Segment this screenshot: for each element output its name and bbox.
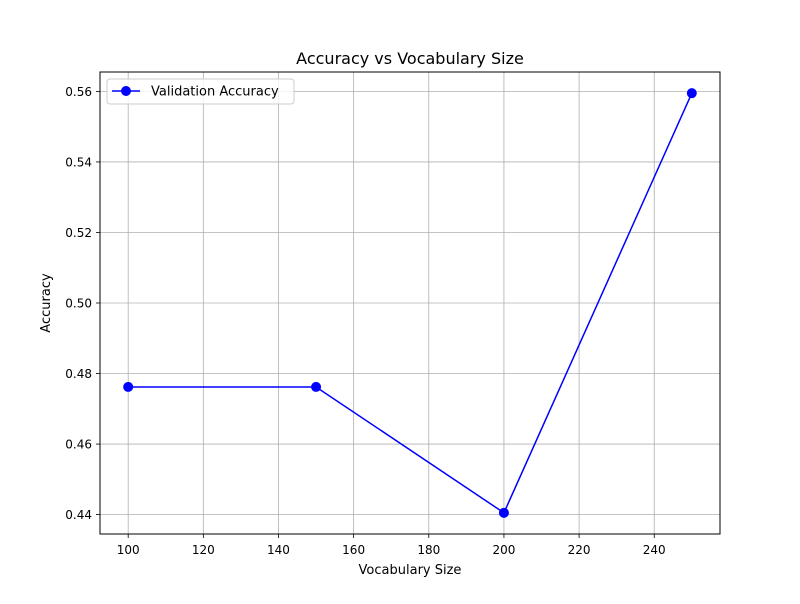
legend-box — [106, 78, 295, 105]
data-point-marker — [123, 381, 134, 392]
data-point-marker — [311, 381, 322, 392]
x-tick-label: 220 — [568, 543, 591, 557]
y-tick-label: 0.46 — [65, 438, 92, 452]
y-axis-label: Accuracy — [39, 273, 54, 333]
series-layer — [123, 88, 697, 518]
y-tick-label: 0.44 — [65, 508, 92, 522]
grid — [100, 72, 720, 534]
data-point-marker — [498, 507, 509, 518]
x-tick-label: 120 — [192, 543, 215, 557]
y-tick-label: 0.54 — [65, 155, 92, 169]
legend: Validation Accuracy — [106, 78, 295, 105]
data-point-marker — [686, 88, 697, 99]
y-tick-label: 0.48 — [65, 367, 92, 381]
y-tick-label: 0.52 — [65, 226, 92, 240]
x-tick-label: 100 — [117, 543, 140, 557]
y-tick-label: 0.50 — [65, 297, 92, 311]
x-axis-label: Vocabulary Size — [359, 563, 462, 578]
series-line — [128, 92, 693, 514]
x-tick-label: 140 — [267, 543, 290, 557]
y-tick-label: 0.56 — [65, 85, 92, 99]
legend-marker — [121, 86, 131, 96]
legend-label: Validation Accuracy — [151, 85, 279, 100]
chart-title: Accuracy vs Vocabulary Size — [296, 49, 524, 68]
x-tick-label: 180 — [417, 543, 440, 557]
x-tick-label: 160 — [342, 543, 365, 557]
x-tick-label: 200 — [492, 543, 515, 557]
axis-ticks: 100 120 140 160 180 200 220 240 0.44 0.46 0.48 0.50… — [65, 85, 665, 557]
x-tick-label: 240 — [643, 543, 666, 557]
